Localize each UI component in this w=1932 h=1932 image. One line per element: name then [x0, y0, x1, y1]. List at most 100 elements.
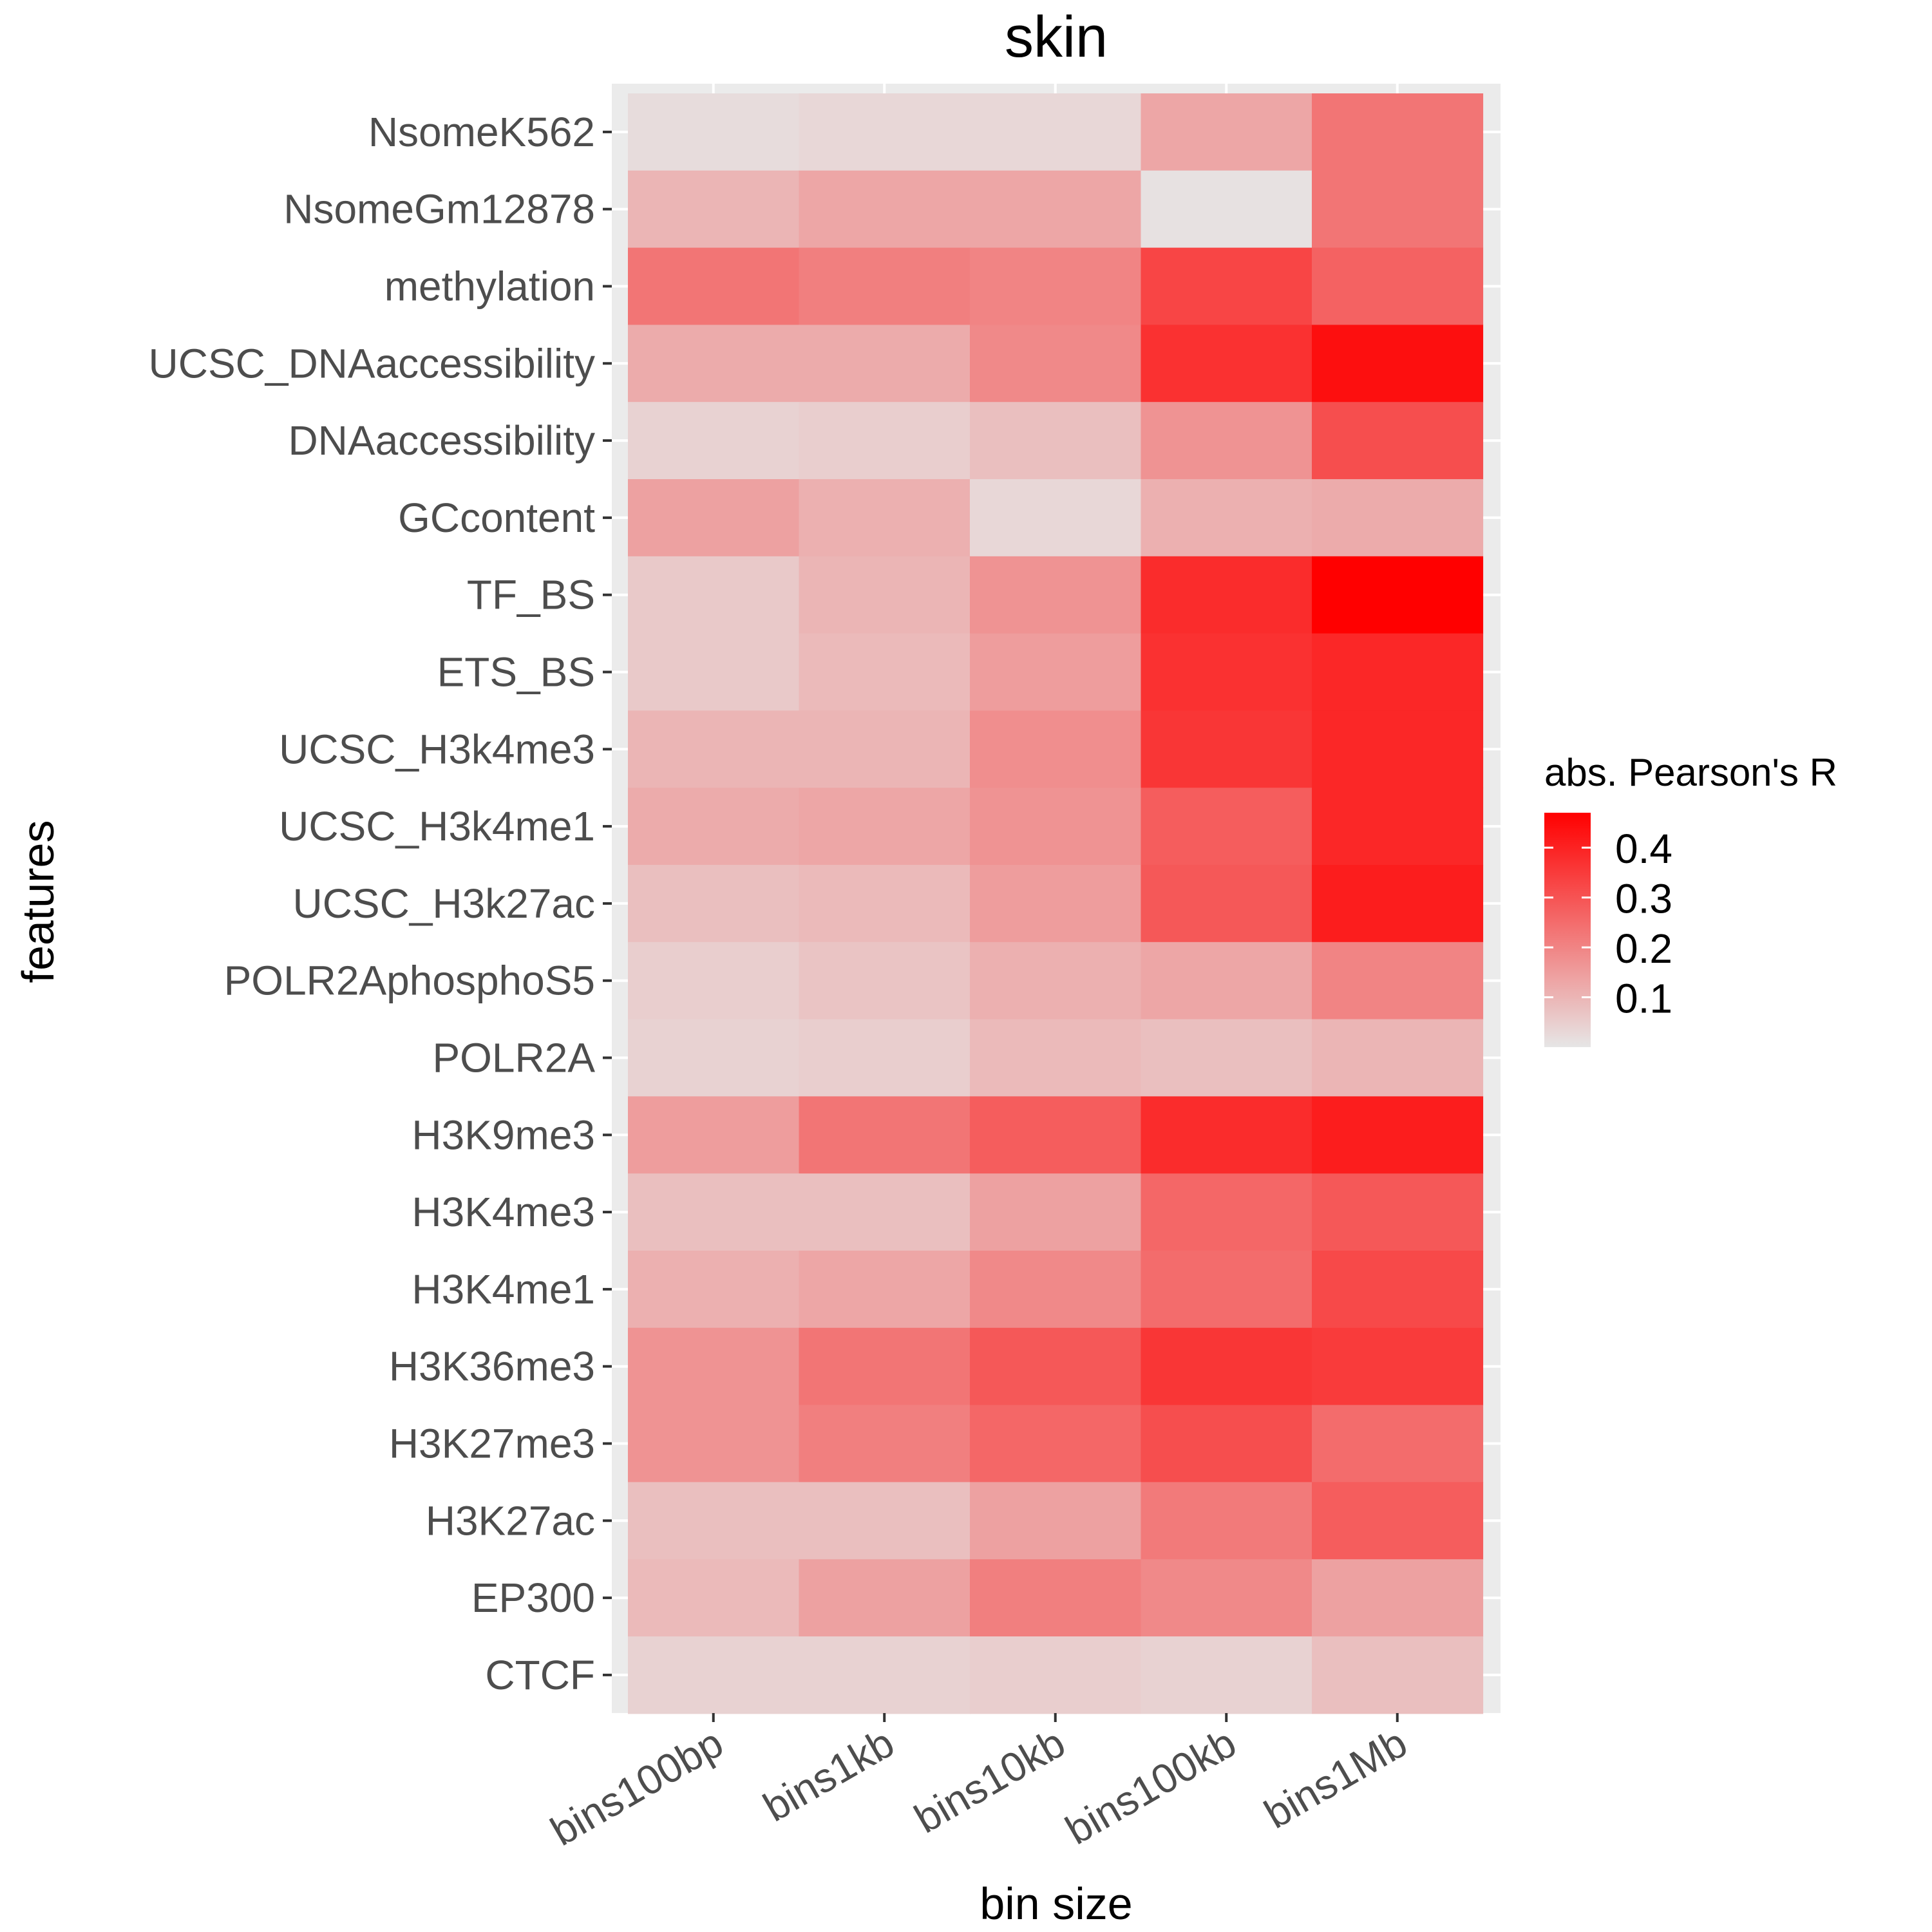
heatmap-cell	[1312, 247, 1484, 325]
heatmap-cell	[1312, 1482, 1484, 1560]
heatmap-cell	[1141, 402, 1312, 480]
y-tick-label: H3K4me3	[412, 1189, 595, 1235]
y-tick-label: H3K36me3	[389, 1343, 595, 1390]
heatmap-cell	[799, 865, 971, 943]
heatmap-cell	[799, 1096, 971, 1174]
heatmap-cell	[1141, 633, 1312, 711]
heatmap-cell	[1141, 247, 1312, 325]
heatmap-cell	[628, 1096, 800, 1174]
heatmap-cell	[799, 170, 971, 249]
legend-title: abs. Pearson's R	[1544, 751, 1837, 794]
heatmap-cell	[1312, 479, 1484, 557]
heatmap-cell	[628, 710, 800, 788]
y-tick-label: POLR2AphosphoS5	[224, 958, 595, 1004]
y-axis-title: features	[13, 820, 63, 983]
heatmap-cell	[628, 402, 800, 480]
heatmap-cell	[1312, 1636, 1484, 1714]
heatmap-cell	[628, 479, 800, 557]
heatmap-cell	[1312, 93, 1484, 171]
heatmap-cell	[799, 1405, 971, 1482]
heatmap-cell	[970, 1405, 1142, 1482]
legend-tick-label: 0.2	[1615, 925, 1672, 972]
y-tick-label: UCSC_H3k4me3	[279, 726, 595, 772]
y-tick-label: H3K27me3	[389, 1421, 595, 1467]
heatmap-cell	[628, 1251, 800, 1329]
y-tick-label: H3K27ac	[426, 1497, 595, 1544]
heatmap-cell	[628, 1405, 800, 1482]
heatmap-cell	[1141, 865, 1312, 943]
heatmap-cell	[1312, 556, 1484, 634]
heatmap-cell	[1141, 788, 1312, 866]
heatmap-cell	[1141, 93, 1312, 171]
heatmap-cell	[1141, 325, 1312, 402]
legend-tick-label: 0.3	[1615, 876, 1672, 922]
heatmap-cell	[970, 1482, 1142, 1560]
heatmap-cell	[628, 1173, 800, 1251]
heatmap-cell	[1141, 1327, 1312, 1406]
y-tick-label: DNAaccessibility	[288, 417, 595, 464]
heatmap-cell	[799, 1019, 971, 1097]
heatmap-cell	[970, 325, 1142, 402]
y-tick-label: H3K9me3	[412, 1112, 595, 1158]
heatmap-cell	[1312, 1019, 1484, 1097]
heatmap-cell	[970, 556, 1142, 634]
heatmap-cell	[799, 93, 971, 171]
heatmap-cell	[1312, 1405, 1484, 1482]
heatmap-cell	[799, 325, 971, 402]
heatmap-cell	[799, 942, 971, 1020]
heatmap-cell	[799, 1559, 971, 1637]
heatmap-cell	[799, 556, 971, 634]
heatmap-cell	[1312, 1251, 1484, 1329]
heatmap-cell	[628, 1327, 800, 1406]
x-axis-title: bin size	[980, 1879, 1132, 1929]
legend-ticks: 0.10.20.30.4	[1544, 826, 1672, 1022]
heatmap-cell	[628, 1482, 800, 1560]
legend-tick-label: 0.4	[1615, 826, 1672, 872]
heatmap-cell	[628, 865, 800, 943]
heatmap-cell	[970, 633, 1142, 711]
heatmap-cell	[1141, 1251, 1312, 1329]
heatmap-cell	[970, 865, 1142, 943]
heatmap-cell	[1141, 1559, 1312, 1637]
heatmap-cell	[799, 1173, 971, 1251]
heatmap-cell	[970, 1173, 1142, 1251]
heatmap-cell	[970, 1559, 1142, 1637]
heatmap-cell	[970, 710, 1142, 788]
heatmap-cell	[1312, 170, 1484, 249]
heatmap-cell	[1141, 1636, 1312, 1714]
heatmap-cell	[799, 479, 971, 557]
heatmap-cell	[1141, 170, 1312, 249]
y-tick-label: POLR2A	[432, 1035, 595, 1081]
heatmap-cell	[1141, 1405, 1312, 1482]
y-tick-label: ETS_BS	[437, 649, 595, 696]
heatmap-cell	[1312, 402, 1484, 480]
legend-colorbar	[1544, 813, 1591, 1047]
heatmap-cell	[1312, 710, 1484, 788]
y-tick-label: EP300	[471, 1575, 595, 1621]
heatmap-cell	[628, 1019, 800, 1097]
heatmap-cell	[799, 1636, 971, 1714]
heatmap-cell	[1312, 788, 1484, 866]
y-tick-label: GCcontent	[398, 495, 595, 541]
y-axis: NsomeK562 NsomeGm12878 methylation UCSC_DNA…	[149, 109, 612, 1698]
heatmap-cell	[628, 788, 800, 866]
heatmap-cell	[799, 633, 971, 711]
heatmap-cell	[1312, 942, 1484, 1020]
heatmap-cell	[628, 93, 800, 171]
heatmap-cell	[1312, 865, 1484, 943]
heatmap-cell	[1312, 1559, 1484, 1637]
heatmap-cell	[799, 402, 971, 480]
heatmap-cell	[970, 247, 1142, 325]
heatmap-cell	[1312, 1327, 1484, 1406]
heatmap-cell	[628, 942, 800, 1020]
heatmap-cell	[799, 710, 971, 788]
heatmap-cell	[1141, 1173, 1312, 1251]
heatmap-cell	[970, 1251, 1142, 1329]
heatmap-cell	[970, 1327, 1142, 1406]
heatmap-cell	[799, 1482, 971, 1560]
heatmap-cell	[628, 633, 800, 711]
heatmap-cells	[628, 93, 1484, 1714]
heatmap-cell	[799, 247, 971, 325]
heatmap-cell	[628, 325, 800, 402]
y-tick-label: NsomeK562	[368, 109, 595, 155]
